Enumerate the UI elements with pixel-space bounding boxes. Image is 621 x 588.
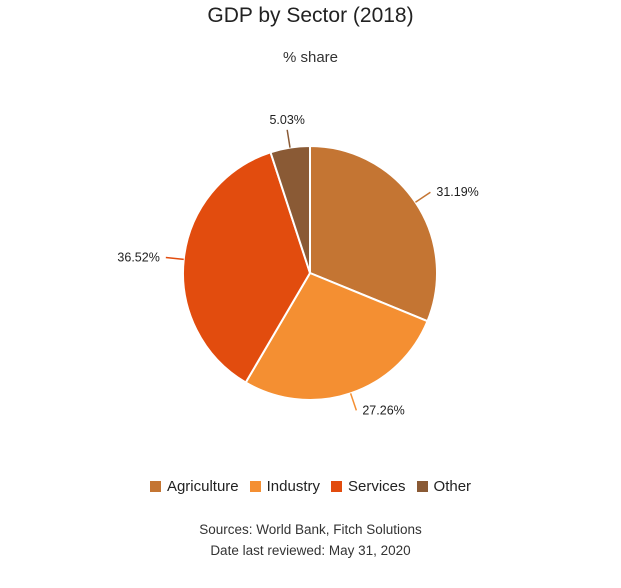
legend-swatch-services xyxy=(331,481,342,492)
data-label-other: 5.03% xyxy=(269,113,304,127)
pie-slice-agriculture[interactable] xyxy=(309,144,438,323)
legend-label-services: Services xyxy=(348,478,406,495)
chart-title: GDP by Sector (2018) xyxy=(207,4,414,27)
data-label-industry: 27.26% xyxy=(362,403,404,417)
leader-line-industry xyxy=(349,393,358,411)
pie-chart: 31.19% 27.26% 36.52% 5.03% xyxy=(117,113,478,418)
legend-item-industry[interactable]: Industry xyxy=(249,478,320,495)
source-text: Sources: World Bank, Fitch Solutions xyxy=(199,522,422,537)
chart-subtitle: % share xyxy=(282,49,339,66)
data-label-services: 36.52% xyxy=(117,250,159,264)
leader-line-services xyxy=(165,256,184,261)
legend-swatch-other xyxy=(416,481,428,492)
data-label-agriculture: 31.19% xyxy=(436,185,478,199)
pie-slice-other[interactable] xyxy=(269,144,311,274)
leader-line-other xyxy=(286,129,291,148)
legend-label-industry: Industry xyxy=(266,478,320,495)
legend: Agriculture Industry Services Other xyxy=(0,478,621,495)
legend-swatch-industry xyxy=(249,481,261,492)
legend-label-other: Other xyxy=(433,478,472,495)
review-date-text: Date last reviewed: May 31, 2020 xyxy=(210,543,411,558)
legend-label-agriculture: Agriculture xyxy=(166,478,239,495)
legend-swatch-agriculture xyxy=(149,481,161,492)
legend-item-agriculture[interactable]: Agriculture xyxy=(149,478,239,495)
legend-item-other[interactable]: Other xyxy=(416,478,472,495)
leader-line-agriculture xyxy=(415,191,431,203)
legend-item-services[interactable]: Services xyxy=(331,478,406,495)
